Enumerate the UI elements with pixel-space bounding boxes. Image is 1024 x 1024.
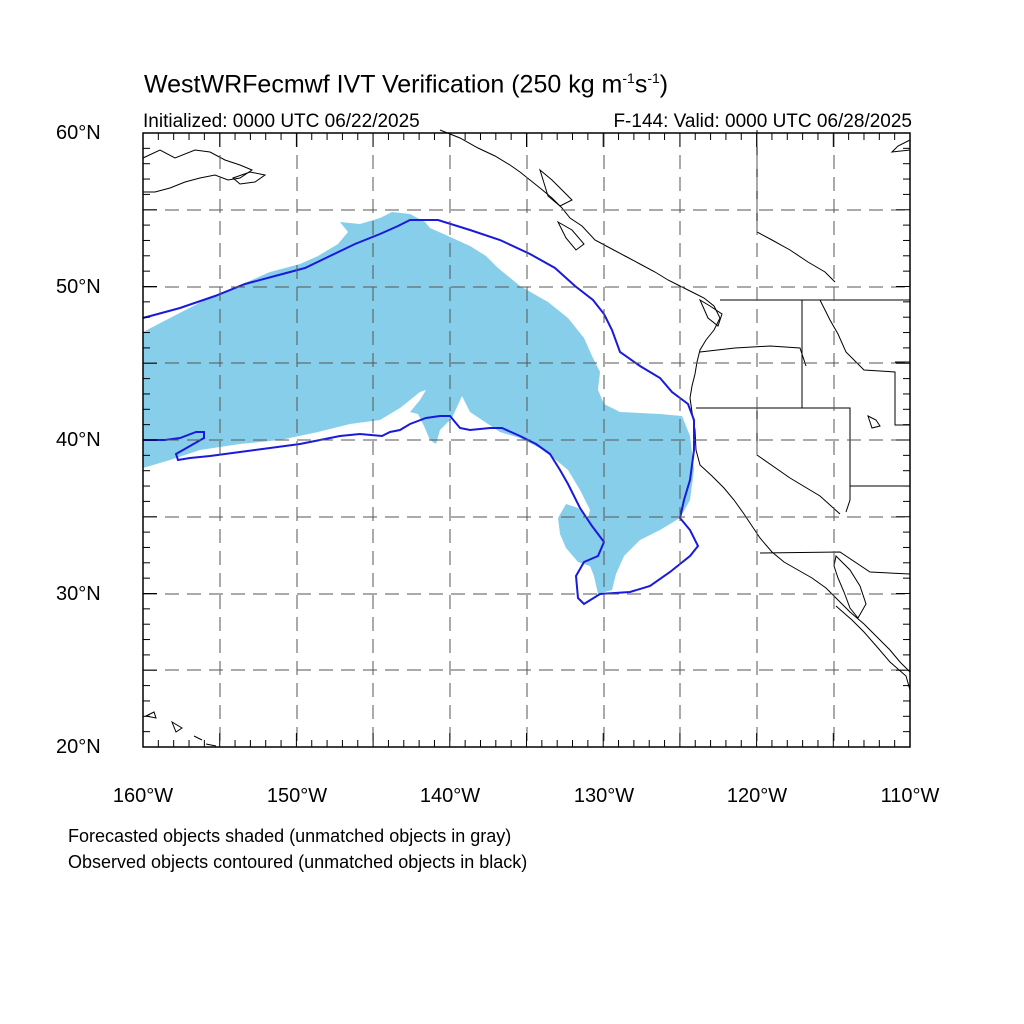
lat-label-40n: 40°N — [56, 429, 101, 451]
lon-label-140w: 140°W — [419, 785, 481, 807]
map-title: WestWRFecmwf IVT Verification (250 kg m-… — [144, 70, 669, 99]
lat-label-50n: 50°N — [56, 276, 101, 298]
initialized-time: Initialized: 0000 UTC 06/22/2025 — [143, 111, 420, 132]
lon-label-130w: 130°W — [573, 785, 635, 807]
lon-label-110w: 110°W — [880, 785, 940, 807]
legend-forecast: Forecasted objects shaded (unmatched obj… — [68, 826, 512, 846]
lat-label-60n: 60°N — [56, 122, 101, 144]
coastlines — [142, 129, 911, 747]
observed-ivt-contours — [142, 219, 700, 606]
lon-label-120w: 120°W — [726, 785, 788, 807]
lat-label-30n: 30°N — [56, 583, 101, 605]
graticule — [143, 133, 910, 747]
lat-label-20n: 20°N — [56, 736, 101, 758]
forecast-ivt-object — [143, 212, 694, 594]
lon-label-150w: 150°W — [266, 785, 328, 807]
legend-observed: Observed objects contoured (unmatched ob… — [68, 852, 528, 872]
lon-label-160w: 160°W — [112, 785, 174, 807]
state-borders — [696, 299, 911, 575]
axis-ticks — [142, 132, 911, 748]
valid-time: F-144: Valid: 0000 UTC 06/28/2025 — [613, 111, 912, 132]
